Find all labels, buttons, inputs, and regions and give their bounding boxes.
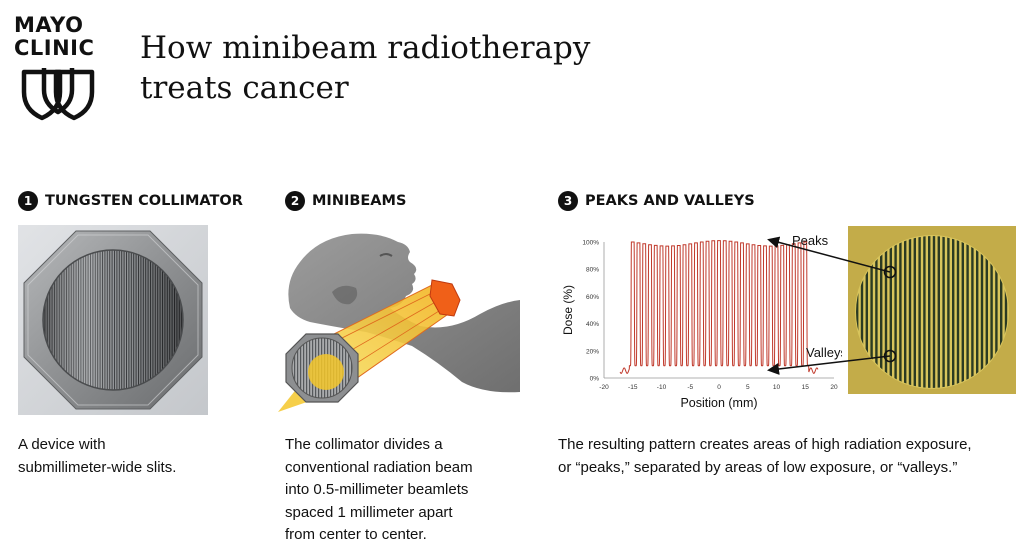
step-3-label: PEAKS AND VALLEYS — [585, 193, 755, 209]
step-2-label: MINIBEAMS — [312, 193, 407, 209]
step-2-desc-line: spaced 1 millimeter apart — [285, 503, 453, 521]
step-1-desc-line: submillimeter-wide slits. — [18, 458, 177, 476]
title-line-1: How minibeam radiotherapy — [140, 30, 591, 66]
x-tick-label: -5 — [687, 384, 693, 391]
step-2-desc-line: into 0.5-millimeter beamlets — [285, 481, 469, 498]
x-tick-label: -10 — [657, 384, 667, 391]
page-title: How minibeam radiotherapy treats cancer — [140, 28, 660, 108]
step-2-desc-line: from center to center. — [285, 526, 427, 543]
step-2-number: 2 — [285, 191, 305, 211]
y-tick-label: 20% — [586, 348, 599, 355]
step-2-desc-line: conventional radiation beam — [285, 458, 473, 476]
x-tick-label: -15 — [628, 384, 638, 391]
step-3-desc-line: The resulting pattern creates areas of h… — [558, 436, 972, 453]
step-1-description: A device with submillimeter-wide slits. — [18, 434, 248, 479]
y-tick-label: 80% — [586, 267, 599, 274]
x-tick-label: -20 — [599, 384, 609, 391]
mayo-clinic-logo: MAYO CLINIC — [14, 14, 104, 60]
x-tick-label: 15 — [802, 384, 810, 391]
dosimetry-film-image — [848, 226, 1016, 394]
step-1-header: 1 TUNGSTEN COLLIMATOR — [18, 190, 243, 212]
x-axis-label: Position (mm) — [680, 396, 757, 410]
step-3-desc-line: or “peaks,” separated by areas of low ex… — [558, 458, 958, 476]
step-1-label: TUNGSTEN COLLIMATOR — [45, 193, 243, 209]
y-tick-label: 0% — [590, 376, 600, 383]
y-axis-label: Dose (%) — [561, 285, 575, 335]
step-3-description: The resulting pattern creates areas of h… — [558, 434, 1020, 479]
step-2-desc-line: The collimator divides a — [285, 436, 443, 453]
step-3-number: 3 — [558, 191, 578, 211]
step-1-desc-line: A device with — [18, 436, 106, 453]
step-3-header: 3 PEAKS AND VALLEYS — [558, 190, 755, 212]
tungsten-collimator-illustration — [18, 225, 208, 415]
step-2-header: 2 MINIBEAMS — [285, 190, 406, 212]
title-line-2: treats cancer — [140, 70, 349, 106]
y-tick-label: 100% — [582, 240, 599, 247]
y-tick-label: 40% — [586, 321, 599, 328]
x-tick-label: 20 — [830, 384, 838, 391]
x-tick-label: 10 — [773, 384, 781, 391]
step-1-number: 1 — [18, 191, 38, 211]
logo-line-2: CLINIC — [14, 36, 95, 60]
logo-line-1: MAYO — [14, 13, 84, 37]
mayo-three-shields-icon — [21, 68, 95, 121]
x-tick-label: 5 — [746, 384, 750, 391]
valleys-annotation: Valleys — [806, 345, 842, 360]
x-tick-label: 0 — [717, 384, 721, 391]
peaks-annotation: Peaks — [792, 233, 829, 248]
step-2-description: The collimator divides a conventional ra… — [285, 434, 535, 547]
dose-profile-chart: 0% 20% 40% 60% 80% 100% -20 -15 -10 -5 0 5 10 15 20 D… — [560, 226, 842, 420]
minibeams-illustration — [278, 233, 520, 412]
y-tick-label: 60% — [586, 294, 599, 301]
